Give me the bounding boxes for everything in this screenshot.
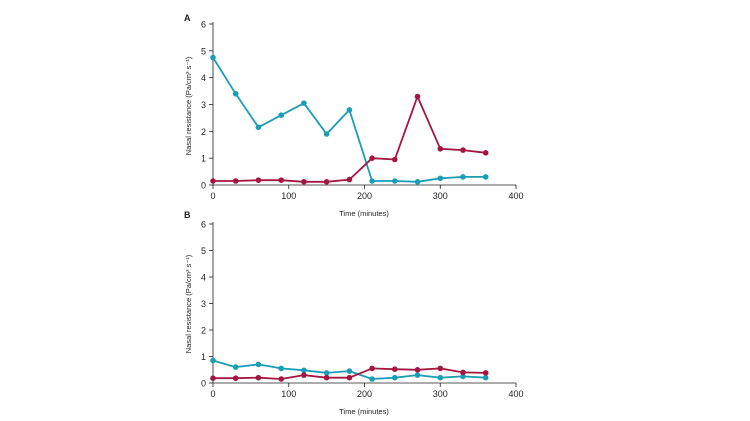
panel-a-x-tick-label: 200: [357, 191, 372, 201]
panel-a-series-red-point: [392, 156, 398, 163]
panel-b-y-tick-label: 0: [201, 379, 206, 389]
panel-a-series-blue-point: [323, 131, 330, 137]
panel-b-y-tick-label: 6: [201, 220, 206, 230]
panel-b-series-red-point: [255, 374, 262, 381]
panel-a-series-red-point: [437, 146, 444, 152]
panel-a-series-blue-point: [255, 124, 262, 131]
panel-b-series-red-point: [437, 365, 444, 372]
panel-b-series-red-point: [301, 372, 307, 378]
panel-b-x-axis-title: Time (minutes): [339, 407, 389, 416]
panel-a-series-blue-point: [414, 179, 421, 185]
panel-a-series-red-point: [346, 176, 353, 183]
panel-a: A 0 1 2 3 4 5 6 0 100 200 300 400 Time (minutes) Na…: [184, 13, 524, 218]
panel-b-axes: 0 1 2 3 4 5 6 0 100 200 300 400: [201, 220, 524, 400]
panel-b-series-blue-point: [414, 372, 421, 378]
panel-b-series-red-point: [369, 365, 375, 372]
panel-a-x-tick-label: 100: [281, 191, 296, 201]
panel-a-series-blue-point: [369, 178, 375, 184]
panel-b-series-red-point: [414, 367, 421, 373]
panel-a-series-blue-point: [392, 178, 398, 184]
panel-a-series-blue-point: [232, 91, 239, 97]
panel-a-series-red-point: [255, 177, 262, 183]
panel-b-x-tick-label: 300: [433, 389, 448, 399]
panel-b-series-blue-point: [278, 365, 285, 372]
panel-a-series-blue-point: [301, 100, 307, 106]
panel-a-y-tick-label: 6: [201, 20, 206, 30]
panel-b-series-blue-point: [232, 364, 239, 370]
panel-b-series-red-point: [232, 375, 239, 382]
panel-a-y-tick-label: 2: [201, 127, 206, 137]
panel-a-axes: 0 1 2 3 4 5 6 0 100 200 300 400: [201, 20, 524, 202]
panel-a-series-red-point: [369, 155, 375, 161]
panel-a-series-blue-point: [346, 107, 353, 113]
panel-b-x-tick-label: 0: [210, 389, 215, 399]
panel-a-series-blue-point: [278, 112, 285, 118]
panel-b-letter: B: [184, 210, 191, 220]
panel-a-series-red-point: [482, 150, 489, 156]
panel-b-series-red-point: [392, 366, 398, 373]
panel-a-y-tick-label: 0: [201, 181, 206, 191]
panel-a-series-red-point: [323, 179, 330, 185]
panel-a-y-axis-title: Nasal resistance (Pa/cm³ s⁻¹): [184, 56, 193, 155]
panel-a-series-blue-line: [212, 57, 486, 183]
panel-b-series-blue-point: [210, 357, 216, 364]
panel-b-series-red-point: [460, 369, 466, 376]
panel-a-series-red-point: [210, 178, 216, 184]
panel-a-letter: A: [184, 13, 191, 23]
panel-b-series-blue-point: [437, 374, 444, 381]
panel-a-y-tick-label: 5: [201, 46, 206, 56]
panel-b-series-red-point: [210, 375, 216, 382]
panel-b-series-blue-point: [255, 361, 262, 368]
panel-a-y-tick-label: 4: [201, 73, 206, 83]
panel-b-y-tick-label: 1: [201, 352, 206, 362]
panel-a-series-blue-point: [482, 174, 489, 180]
panel-b-series-blue-point: [460, 373, 466, 380]
panel-a-series-red-point: [414, 93, 421, 100]
panel-b-y-tick-label: 3: [201, 299, 206, 309]
panel-a-series-red-point: [460, 147, 466, 153]
panel-a-y-tick-label: 1: [201, 154, 206, 164]
panel-b-series-blue-point: [346, 368, 353, 374]
panel-a-y-tick-label: 3: [201, 100, 206, 110]
panel-b-series-blue-point: [392, 374, 398, 381]
panel-b-x-tick-label: 100: [281, 389, 296, 399]
panel-a-x-tick-label: 300: [433, 191, 448, 201]
panel-b-series-red-point: [482, 370, 489, 376]
panel-b-series-red-point: [278, 376, 285, 382]
panel-b-marks: [210, 357, 489, 382]
panel-b-x-tick-label: 200: [357, 389, 372, 399]
panel-b-series-blue-point: [482, 374, 489, 381]
panel-b-y-tick-label: 2: [201, 326, 206, 336]
panel-a-series-red-point: [232, 178, 239, 184]
panel-b-y-tick-label: 5: [201, 246, 206, 256]
panel-a-x-tick-label: 0: [210, 191, 215, 201]
panel-b-series-red-point: [323, 374, 330, 381]
panel-a-series-red-point: [278, 177, 285, 183]
panel-b-y-tick-label: 4: [201, 273, 206, 283]
panel-a-series-blue-point: [210, 54, 216, 61]
panel-a-series-blue-point: [437, 175, 444, 182]
panel-a-series-blue-point: [460, 174, 466, 180]
panel-b-series-blue-point: [301, 367, 307, 374]
panel-b-series-blue-point: [369, 376, 375, 382]
panel-b-y-axis-title: Nasal resistance (Pa/cm³ s⁻¹): [184, 254, 193, 353]
panel-b-series-red-point: [346, 374, 353, 381]
panel-b-series-blue-point: [323, 370, 330, 376]
panel-b: B 0 1 2 3 4 5 6 0 100 200 300 400 Time (minutes) Na…: [184, 210, 524, 416]
panel-b-x-tick-label: 400: [508, 389, 523, 399]
panel-a-x-tick-label: 400: [508, 191, 523, 201]
panel-a-marks: [210, 54, 489, 185]
panel-a-series-red-point: [301, 179, 307, 185]
panel-a-x-axis-title: Time (minutes): [339, 209, 389, 218]
